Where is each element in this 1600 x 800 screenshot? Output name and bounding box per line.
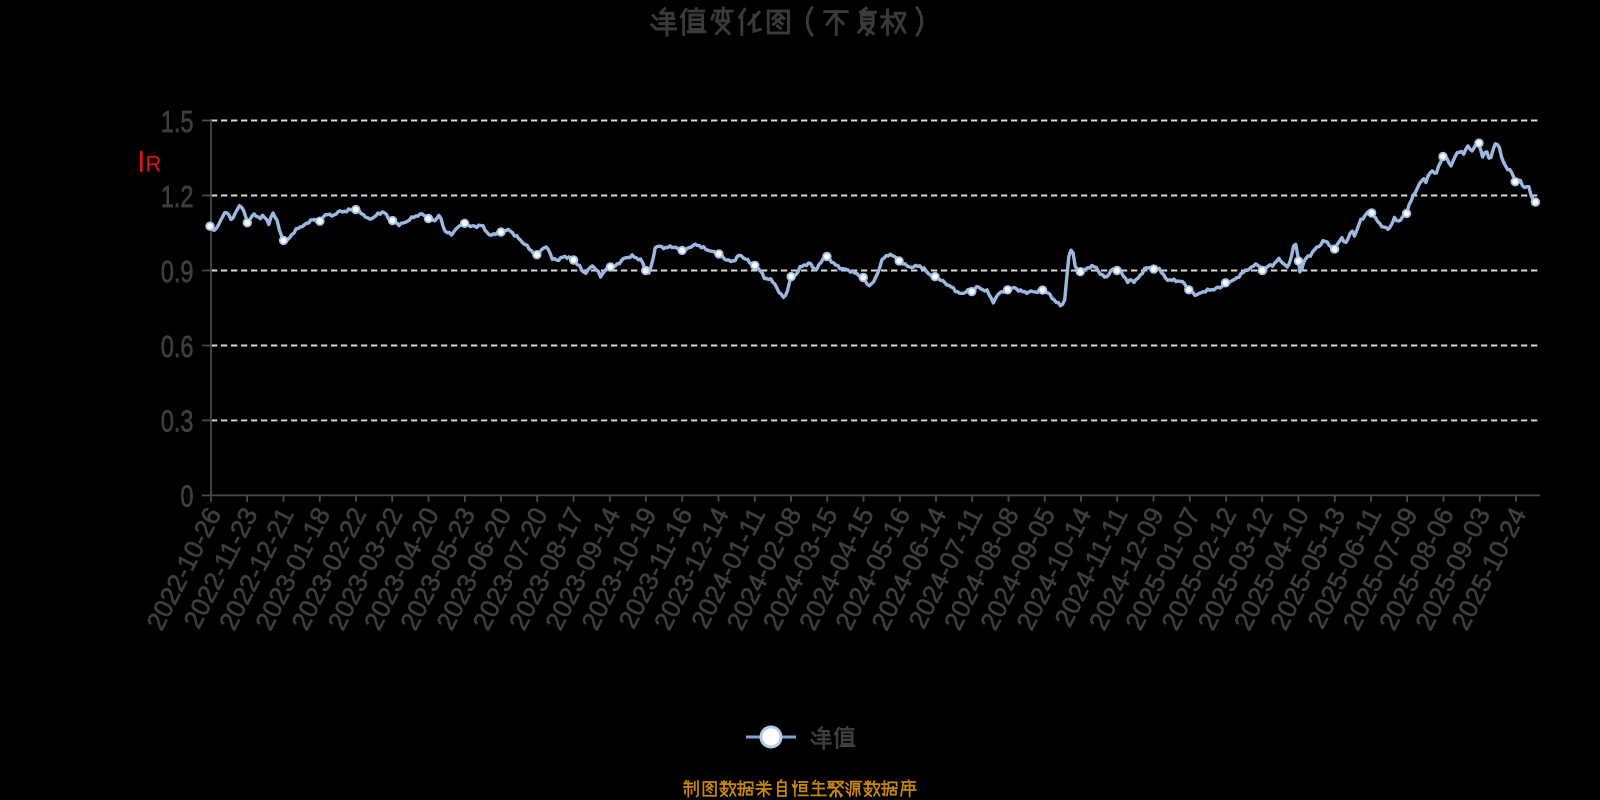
svg-text:0.6: 0.6: [161, 329, 194, 364]
svg-text:1.5: 1.5: [161, 104, 194, 139]
svg-text:R: R: [146, 152, 162, 177]
svg-text:0.3: 0.3: [161, 404, 194, 439]
svg-text:0: 0: [180, 479, 193, 514]
svg-text:0.9: 0.9: [161, 254, 194, 289]
svg-text:1.2: 1.2: [161, 179, 194, 214]
